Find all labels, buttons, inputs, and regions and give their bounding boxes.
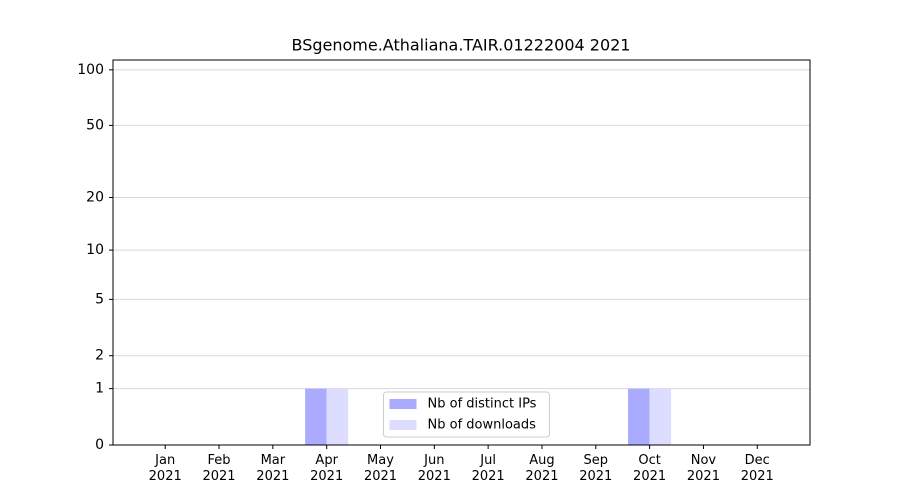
x-tick-label: Jan 2021 <box>148 453 182 484</box>
legend-label: Nb of downloads <box>428 418 537 433</box>
legend-label: Nb of distinct IPs <box>428 397 537 412</box>
legend-swatch <box>389 420 417 430</box>
y-tick-label: 20 <box>86 190 104 206</box>
chart-title: BSgenome.Athaliana.TAIR.01222004 2021 <box>292 36 631 55</box>
x-tick-label: May 2021 <box>363 453 398 484</box>
x-tick-label: Jul 2021 <box>471 453 505 484</box>
x-tick-label: Apr 2021 <box>310 453 344 484</box>
legend-box <box>383 391 550 438</box>
legend-swatch <box>389 399 417 409</box>
bar <box>649 388 672 445</box>
y-tick-label: 10 <box>86 242 104 258</box>
y-tick-label: 50 <box>86 117 104 133</box>
y-tick-label: 0 <box>95 437 104 453</box>
legend: Nb of distinct IPs Nb of downloads <box>383 391 550 438</box>
x-tick-label: Sep 2021 <box>579 453 613 484</box>
x-tick-label: Jun 2021 <box>417 453 451 484</box>
bar <box>628 388 650 445</box>
x-tick-label: Dec 2021 <box>740 453 774 484</box>
y-tick-label: 5 <box>95 291 104 307</box>
y-tick-label: 1 <box>95 381 104 397</box>
x-tick-label: Mar 2021 <box>256 453 290 484</box>
x-tick-label: Aug 2021 <box>525 453 559 484</box>
x-tick-label: Feb 2021 <box>202 453 236 484</box>
y-tick-label: 100 <box>77 62 104 78</box>
y-tick-label: 2 <box>95 348 104 364</box>
x-tick-label: Nov 2021 <box>686 453 720 484</box>
plot-frame <box>112 59 811 446</box>
bar <box>326 388 349 445</box>
x-tick-label: Oct 2021 <box>633 453 667 484</box>
bar <box>305 388 327 445</box>
